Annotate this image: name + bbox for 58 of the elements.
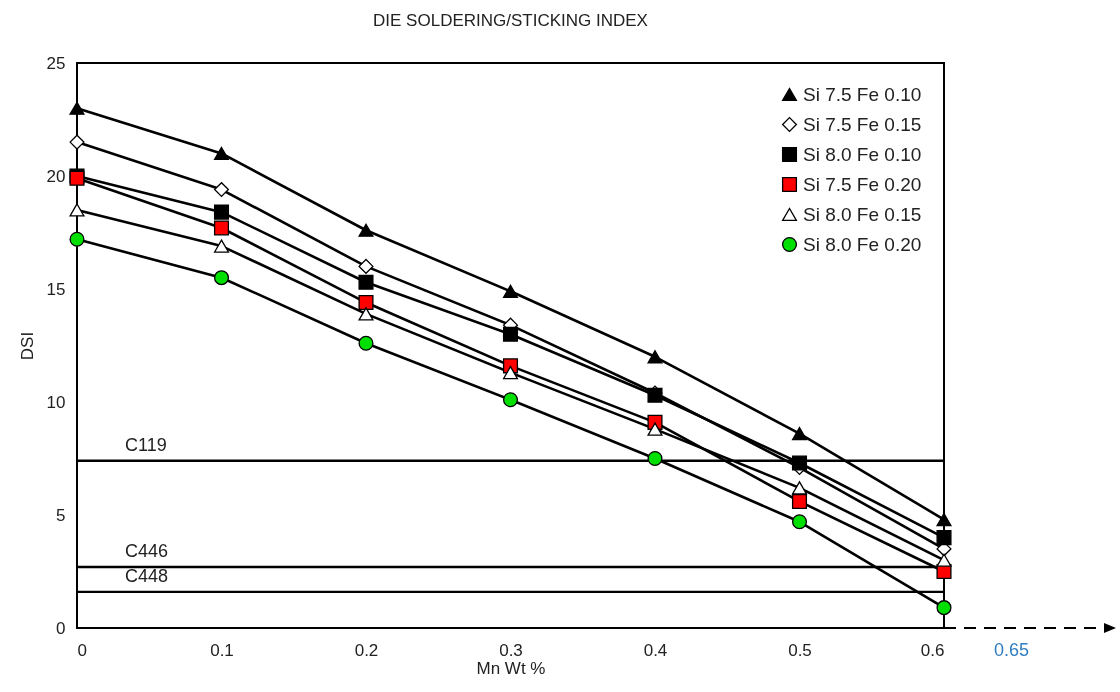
point: [358, 295, 374, 311]
point: [358, 307, 374, 321]
legend-label: Si 8.0 Fe 0.20: [803, 233, 922, 255]
y-tick-label: 25: [46, 53, 66, 73]
point: [791, 493, 808, 509]
point: [936, 530, 952, 546]
point: [502, 392, 519, 408]
legend-label: Si 8.0 Fe 0.10: [803, 143, 922, 165]
point: [213, 239, 230, 253]
point: [502, 284, 519, 298]
point: [358, 335, 374, 351]
text: 0.65: [994, 640, 1030, 661]
point: [358, 258, 374, 274]
y-tick-label: 0: [56, 618, 66, 638]
y-tick-label: 15: [46, 279, 66, 299]
point: [358, 274, 374, 290]
point: [791, 481, 808, 495]
point: [502, 366, 519, 380]
point: [69, 101, 85, 115]
point: [936, 512, 952, 527]
point: [502, 326, 519, 342]
x-tick-label: 0.1: [210, 640, 234, 660]
y-tick-label: 20: [46, 166, 66, 186]
point: [213, 146, 230, 161]
chart-title: DIE SOLDERING/STICKING INDEX: [373, 11, 648, 30]
point: [647, 350, 663, 364]
x-tick-label: 0.2: [354, 640, 379, 660]
point: [213, 220, 230, 236]
point: [69, 231, 85, 247]
legend-label: Si 7.5 Fe 0.15: [803, 113, 922, 135]
point: [791, 514, 808, 530]
x-tick-label: 0.5: [788, 640, 812, 660]
point: [647, 422, 663, 436]
y-axis-title: DSI: [17, 331, 37, 361]
point: [69, 134, 85, 150]
ref-line-label: C119: [125, 434, 167, 455]
y-tick-label: 10: [46, 392, 66, 412]
x-axis-title: Mn Wt %: [476, 658, 546, 678]
point: [213, 270, 230, 286]
legend-label: Si 7.5 Fe 0.10: [803, 83, 922, 105]
legend-label: Si 7.5 Fe 0.20: [803, 173, 922, 195]
x-tick-label: 0.4: [643, 640, 668, 660]
point: [647, 450, 663, 467]
ref-line-label: C446: [125, 540, 169, 561]
point: [791, 455, 808, 471]
x-tick-label: 0: [77, 640, 87, 660]
legend-label: Si 8.0 Fe 0.15: [803, 203, 922, 225]
point: [358, 223, 374, 237]
point: [936, 600, 952, 616]
y-tick-label: 5: [56, 505, 66, 525]
x-tick-label: 0.3: [499, 640, 523, 660]
point: [213, 204, 230, 220]
ref-line-label: C448: [125, 565, 169, 586]
x-tick-label: 0.6: [920, 640, 945, 660]
point: [936, 553, 952, 567]
point: [69, 203, 85, 217]
point: [791, 427, 808, 441]
point: [213, 182, 230, 198]
